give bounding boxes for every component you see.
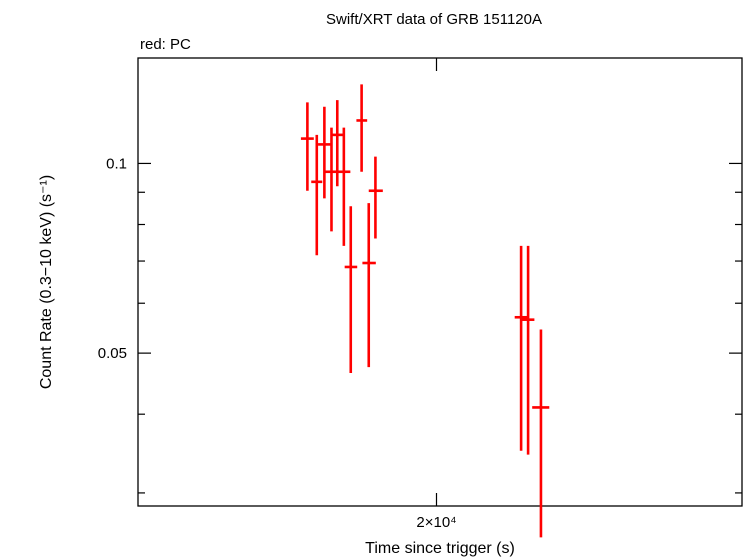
chart-title: Swift/XRT data of GRB 151120A (326, 11, 542, 28)
data-point (362, 203, 376, 368)
data-point (356, 84, 368, 172)
y-tick-label: 0.05 (98, 345, 127, 362)
data-point (337, 127, 351, 246)
axis-ticks (138, 58, 742, 506)
tick-labels: 0.1 0.05 2×10⁴ (98, 155, 457, 531)
x-axis-label: Time since trigger (s) (365, 540, 515, 557)
data-point (331, 100, 344, 187)
data-point (368, 156, 383, 239)
data-point (344, 206, 358, 373)
plot-frame (137, 57, 743, 507)
data-point (311, 134, 323, 256)
data-points (300, 84, 550, 538)
y-tick-label: 0.1 (106, 155, 127, 172)
x-tick-label: 2×10⁴ (416, 514, 456, 531)
data-point (532, 329, 550, 538)
y-axis-label: Count Rate (0.3−10 keV) (s⁻¹) (38, 175, 55, 389)
data-point (514, 245, 529, 451)
chart-subtitle: red: PC (140, 36, 191, 53)
data-point (318, 106, 331, 199)
data-point (521, 245, 535, 455)
data-point (300, 102, 314, 191)
